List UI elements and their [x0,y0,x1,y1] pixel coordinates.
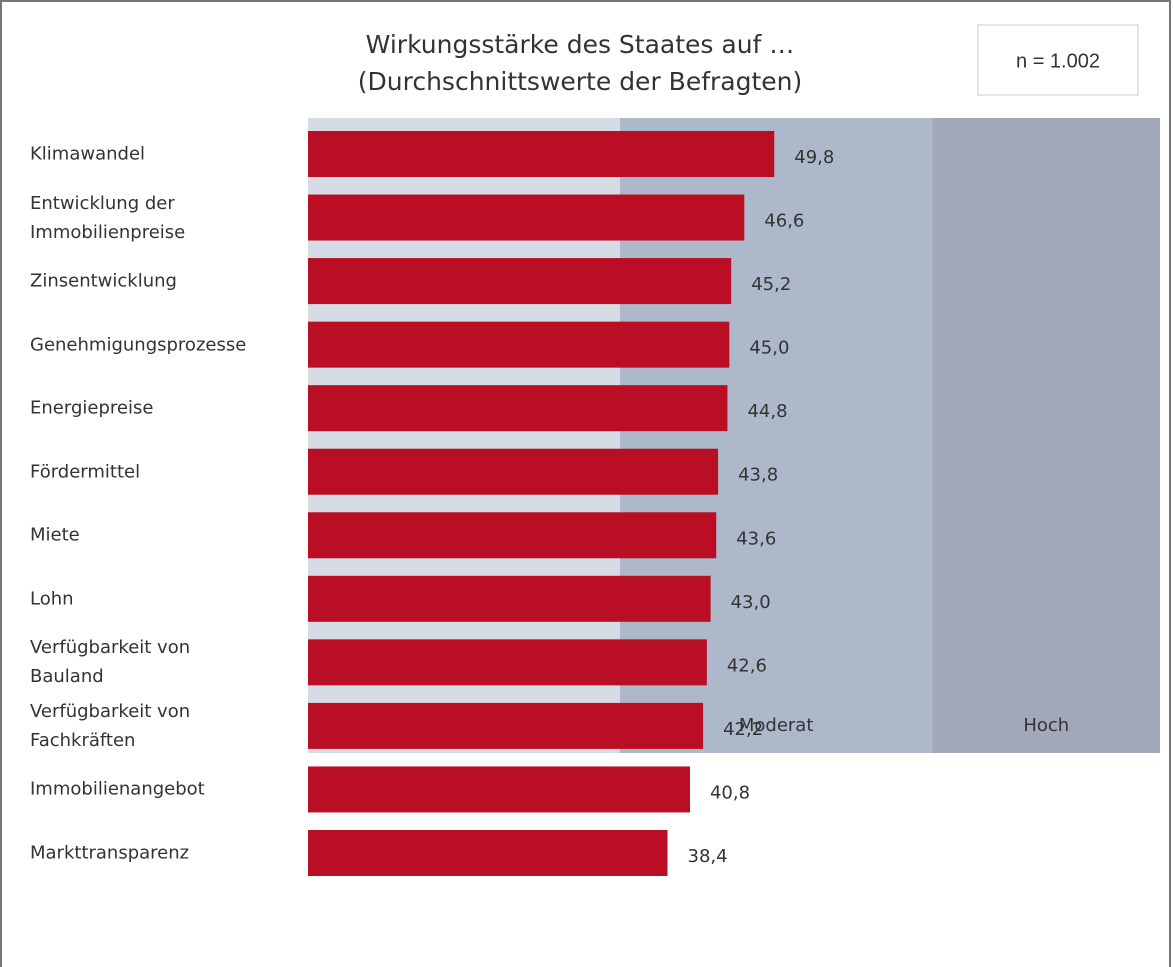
value-label: 42,6 [727,655,767,676]
n-box [977,24,1139,96]
category-label: Verfügbarkeit von Fachkräften [30,700,191,751]
bar [308,131,775,177]
bar [308,321,730,368]
category-label: Immobilienangebot [30,778,205,800]
category-label: Markttransparenz [30,842,190,864]
bar [308,639,707,686]
value-label: 44,8 [747,401,787,422]
band [932,118,1160,753]
value-label: 38,4 [688,846,728,867]
category-label: Fördermittel [30,461,141,483]
bar [308,830,668,876]
category-label: Lohn [30,588,74,610]
category-label: Genehmigungsprozesse [30,334,247,356]
value-label: 43,8 [738,465,778,486]
band-label: Hoch [1023,715,1069,736]
value-label: 42,2 [723,719,763,740]
bar [308,258,732,305]
category-label: Miete [30,524,80,546]
band-label: Moderat [739,715,814,736]
category-label: Entwicklung der Immobilienpreise [30,192,186,243]
bar [308,448,719,495]
bar [308,194,745,241]
value-label: 45,0 [749,338,789,359]
chart-subtitle: (Durchschnittswerte der Befragten) [358,67,803,96]
chart-title: Wirkungsstärke des Staates auf … [366,30,795,59]
value-label: 40,8 [710,782,750,803]
value-label: 43,0 [731,592,771,613]
bar [308,766,690,813]
category-label: Verfügbarkeit von Bauland [30,637,191,688]
value-label: 49,8 [794,147,834,168]
value-label: 43,6 [736,528,776,549]
bar [308,702,704,749]
bar [308,575,711,622]
value-label: 46,6 [764,211,804,232]
category-label: Klimawandel [30,143,146,165]
category-label: Energiepreise [30,397,154,419]
bar [308,385,728,432]
annotation: n = 1.002 [1016,50,1100,72]
value-label: 45,2 [751,274,791,295]
bar [308,512,717,559]
category-label: Zinsentwicklung [30,270,177,292]
